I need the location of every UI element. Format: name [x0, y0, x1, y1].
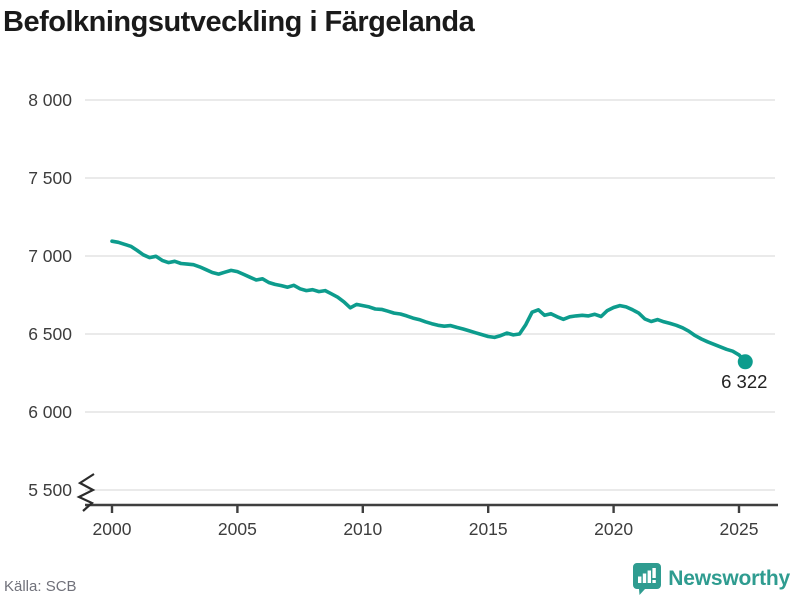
newsworthy-wordmark: Newsworthy [668, 567, 790, 590]
population-line [110, 239, 748, 364]
x-axis-label: 2020 [594, 519, 633, 539]
y-axis-label: 8 000 [28, 90, 72, 110]
newsworthy-bubble-chart-icon [633, 563, 662, 595]
x-axis-label: 2015 [469, 519, 508, 539]
y-axis-label: 6 000 [28, 402, 72, 422]
x-axis-label: 2010 [343, 519, 382, 539]
y-axis-label: 7 000 [28, 246, 72, 266]
newsworthy-logo: Newsworthy [633, 563, 790, 595]
source-label: Källa: SCB [4, 578, 77, 595]
end-point-dot [737, 354, 753, 370]
y-axis-label: 6 500 [28, 324, 72, 344]
end-value-label: 6 322 [721, 371, 767, 392]
chart-title: Befolkningsutveckling i Färgelanda [3, 6, 475, 38]
x-axis-label: 2000 [93, 519, 132, 539]
x-axis-label: 2025 [720, 519, 759, 539]
x-axis-label: 2005 [218, 519, 257, 539]
axis-break-icon [76, 473, 96, 512]
y-axis-label: 5 500 [28, 480, 72, 500]
y-axis-label: 7 500 [28, 168, 72, 188]
